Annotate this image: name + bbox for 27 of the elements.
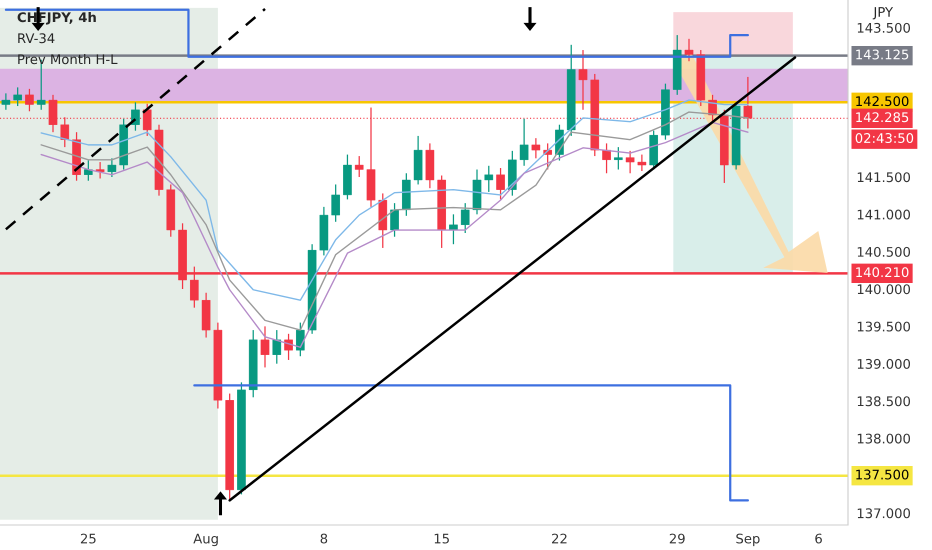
x-tick-label: 8 [320,534,328,544]
x-tick-label: 6 [815,534,822,544]
ref-line-label: 140.210 [856,267,908,278]
y-tick-label: 138.500 [858,396,910,406]
y-tick-label: 137.000 [858,508,910,518]
y-tick-label: 139.500 [858,322,910,332]
text: JPY [872,7,894,20]
y-tick-label: 141.000 [858,210,910,220]
ref-line-label: 137.500 [856,470,908,480]
x-tick-label: Aug [193,534,218,546]
annotation: Prev Month H-L [18,54,118,64]
x-tick-label: 22 [552,534,567,544]
y-tick-label: 143.500 [858,22,910,33]
y-tick-label: 139.000 [858,358,910,369]
y-tick-label: 138.000 [858,434,910,444]
y-tick-label: 140.500 [858,246,910,257]
x-tick-label: 29 [670,534,685,544]
text: 02:43:50 [856,133,914,144]
y-tick-label: 141.500 [858,172,910,182]
y-tick-label: 140.000 [858,284,910,294]
x-tick-label: 25 [80,534,96,544]
annotation: RV-34 [18,33,54,44]
ref-line-label: 142.285 [856,112,908,122]
x-tick-label: Sep [736,534,760,546]
x-tick-label: 15 [434,534,449,544]
ref-line-label: 142.500 [856,96,908,106]
ref-line-label: 143.125 [856,49,908,60]
